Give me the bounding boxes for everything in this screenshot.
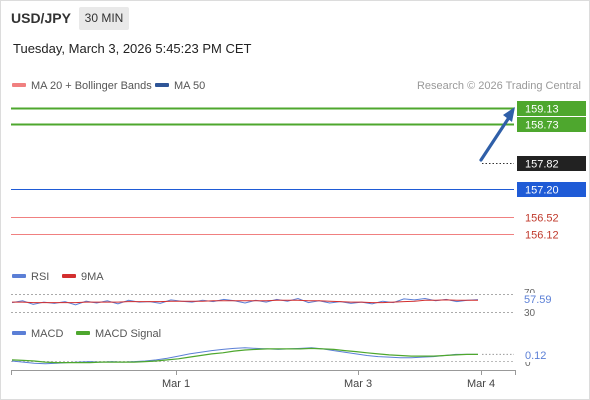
- price-panel: 159.13 158.73 157.82 157.20 156.52 156.12: [11, 101, 586, 242]
- x-tick-label: Mar 4: [467, 378, 495, 390]
- macd-series-macd: [11, 347, 478, 365]
- price-label-text: 156.52: [525, 213, 559, 225]
- price-label-157.82: 157.82: [517, 156, 586, 171]
- legend-macd-signal: MACD Signal: [76, 328, 161, 340]
- macd-swatch: [12, 331, 26, 336]
- forecast-arrow-head: [503, 107, 515, 122]
- legend-macd-signal-label: MACD Signal: [95, 328, 162, 340]
- legend-rsi-ma: 9MA: [62, 271, 104, 283]
- price-label-text: 157.20: [525, 185, 559, 197]
- price-label-text: 159.13: [525, 104, 559, 116]
- price-label-156.52: 156.52: [525, 213, 559, 225]
- legend-bollinger-label: MA 20 + Bollinger Bands: [31, 80, 152, 92]
- macd-tick-0: 0: [525, 358, 531, 369]
- price-label-text: 156.12: [525, 230, 559, 242]
- legend-macd-label: MACD: [31, 328, 64, 340]
- rsi-panel: 703057.59: [11, 288, 557, 319]
- price-label-159.13: 159.13: [517, 101, 586, 116]
- price-label-157.20: 157.20: [517, 182, 586, 197]
- chart-datetime: Tuesday, March 3, 2026 5:45:23 PM CET: [13, 41, 252, 56]
- legend-rsi-ma-label: 9MA: [81, 271, 104, 283]
- rsi-last-value: 57.59: [524, 294, 552, 306]
- price-label-box: [517, 101, 586, 116]
- rsi-series-9ma: [12, 299, 478, 304]
- rsi-value-bg: [521, 293, 557, 306]
- macd-value-bg: [521, 349, 551, 362]
- timeframe-button[interactable]: 30 MIN: [79, 7, 129, 30]
- legend-bollinger: MA 20 + Bollinger Bands: [12, 80, 152, 92]
- x-axis: Mar 1 Mar 3 Mar 4: [11, 370, 516, 390]
- legend-rsi-label: RSI: [31, 271, 50, 283]
- price-label-text: 157.82: [525, 159, 559, 171]
- legend-ma50: MA 50: [155, 80, 205, 92]
- macd-signal-swatch: [76, 331, 90, 336]
- x-tick-label: Mar 1: [162, 378, 190, 390]
- ma50-swatch: [155, 83, 169, 88]
- price-label-156.12: 156.12: [525, 230, 559, 242]
- currency-pair-title: USD/JPY: [11, 10, 71, 26]
- legend-ma50-label: MA 50: [174, 80, 206, 92]
- price-label-box: [517, 182, 586, 197]
- research-credit: Research © 2026 Trading Central: [416, 80, 581, 92]
- bollinger-swatch: [12, 83, 26, 88]
- price-label-box: [517, 117, 586, 132]
- macd-series-signal: [11, 347, 478, 364]
- macd-panel: 00.12: [11, 347, 551, 369]
- price-label-158.73: 158.73: [517, 117, 586, 132]
- price-label-box: [517, 156, 586, 171]
- x-tick-label: Mar 3: [344, 378, 372, 390]
- legend-macd: MACD: [12, 328, 63, 340]
- rsi-tick-30: 30: [524, 308, 536, 319]
- macd-last-value: 0.12: [525, 350, 546, 362]
- price-label-text: 158.73: [525, 120, 559, 132]
- legend-rsi: RSI: [12, 271, 49, 283]
- rsi-ma-swatch: [62, 274, 76, 279]
- rsi-swatch: [12, 274, 26, 279]
- forecast-arrow-shaft: [479, 114, 512, 162]
